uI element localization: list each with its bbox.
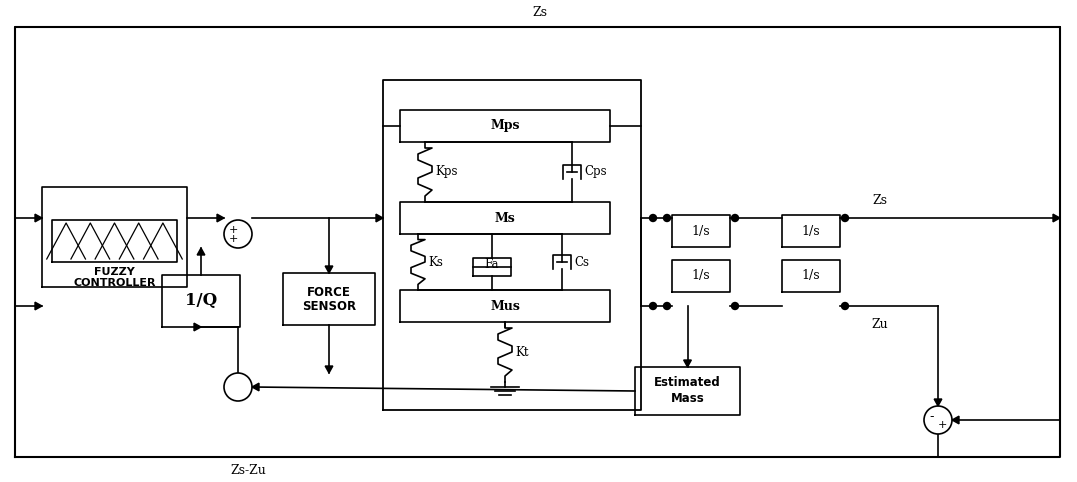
Text: 1/s: 1/s xyxy=(801,269,821,282)
Polygon shape xyxy=(325,366,333,373)
Circle shape xyxy=(649,214,657,222)
Text: FUZZY: FUZZY xyxy=(94,267,135,277)
Text: 1/s: 1/s xyxy=(691,225,711,238)
Text: 1/Q: 1/Q xyxy=(185,293,218,309)
Text: Kt: Kt xyxy=(515,346,529,359)
Text: Ms: Ms xyxy=(494,212,516,225)
Text: FORCE: FORCE xyxy=(307,285,351,298)
Polygon shape xyxy=(216,214,224,222)
Text: Mps: Mps xyxy=(490,120,520,133)
Circle shape xyxy=(224,373,252,401)
Text: Ks: Ks xyxy=(428,255,443,268)
Polygon shape xyxy=(34,302,42,310)
Text: Fa: Fa xyxy=(485,257,500,270)
Text: Zs-Zu: Zs-Zu xyxy=(230,464,266,477)
Circle shape xyxy=(663,303,671,309)
Text: Zs: Zs xyxy=(872,193,887,206)
Polygon shape xyxy=(376,214,383,222)
Text: +: + xyxy=(937,420,947,430)
Text: -: - xyxy=(929,411,934,424)
Text: Zu: Zu xyxy=(871,318,889,331)
Polygon shape xyxy=(684,360,691,367)
Text: 1/s: 1/s xyxy=(801,225,821,238)
Text: 1/s: 1/s xyxy=(691,269,711,282)
Text: Mass: Mass xyxy=(671,392,704,405)
Polygon shape xyxy=(197,248,205,255)
Polygon shape xyxy=(1053,214,1060,222)
Text: SENSOR: SENSOR xyxy=(302,299,356,312)
Text: Zs: Zs xyxy=(532,5,547,18)
Circle shape xyxy=(841,214,849,222)
Text: +: + xyxy=(228,225,238,235)
Polygon shape xyxy=(34,214,42,222)
Circle shape xyxy=(841,303,849,309)
Polygon shape xyxy=(952,416,959,424)
Circle shape xyxy=(649,303,657,309)
Text: Cps: Cps xyxy=(584,165,606,178)
Text: Kps: Kps xyxy=(435,165,458,178)
Circle shape xyxy=(924,406,952,434)
Circle shape xyxy=(663,214,671,222)
Polygon shape xyxy=(194,323,201,331)
Text: Estimated: Estimated xyxy=(654,376,721,389)
Polygon shape xyxy=(325,266,333,273)
Text: Cs: Cs xyxy=(574,255,589,268)
Text: CONTROLLER: CONTROLLER xyxy=(73,278,156,288)
Circle shape xyxy=(731,303,739,309)
Text: Mus: Mus xyxy=(490,299,520,312)
Circle shape xyxy=(224,220,252,248)
Text: +: + xyxy=(228,234,238,244)
Polygon shape xyxy=(252,383,258,391)
Circle shape xyxy=(731,214,739,222)
Polygon shape xyxy=(934,399,942,406)
